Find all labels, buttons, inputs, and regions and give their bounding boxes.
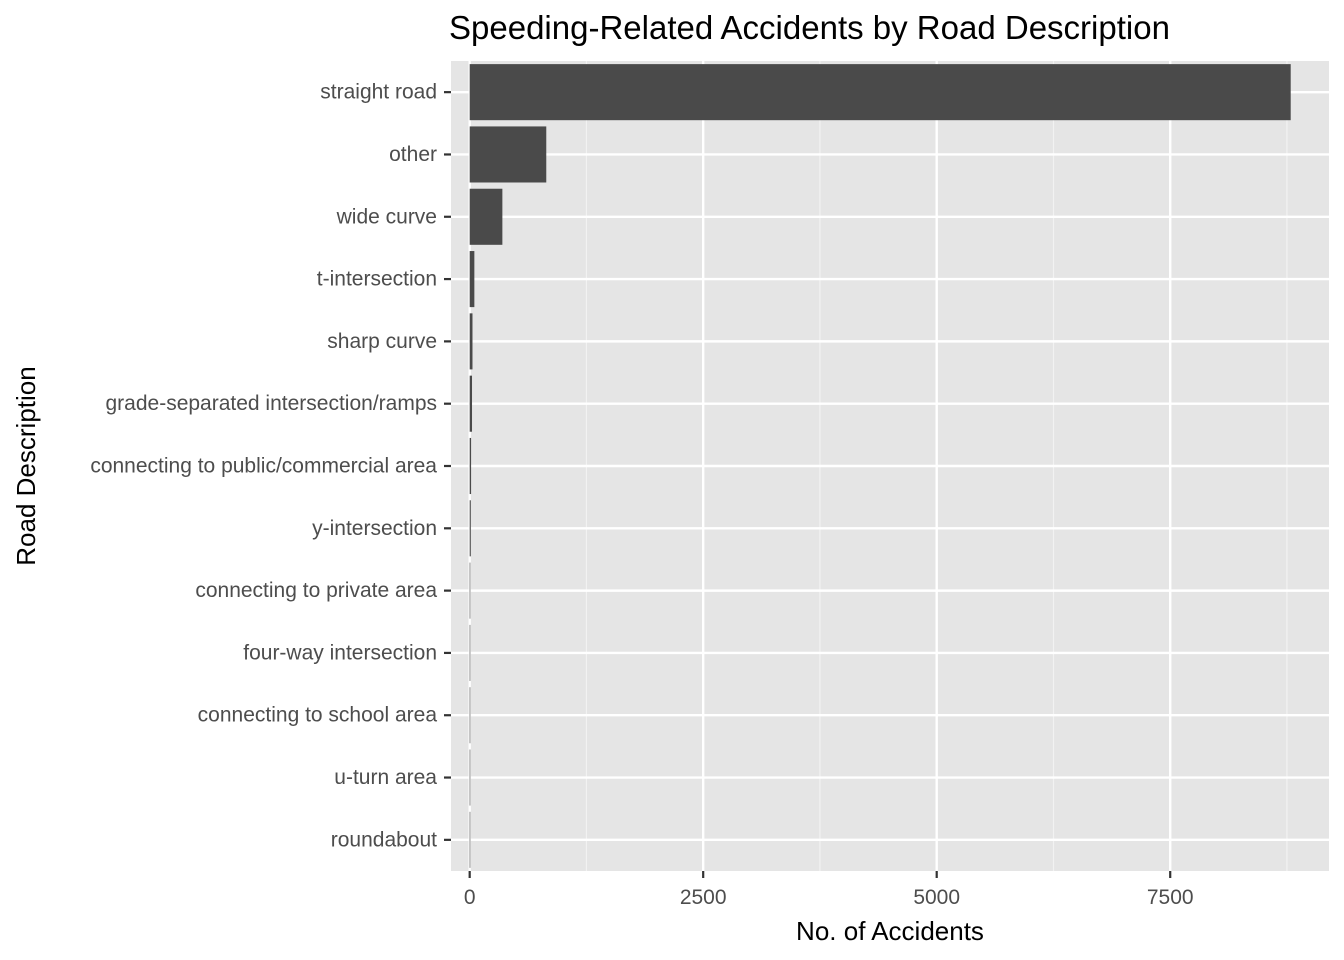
y-tick-label: roundabout xyxy=(331,828,437,851)
bar-straight-road xyxy=(469,64,1291,121)
chart-title: Speeding-Related Accidents by Road Descr… xyxy=(449,9,1170,46)
x-tick-label: 2500 xyxy=(680,886,727,909)
y-tick-label: connecting to private area xyxy=(195,579,437,602)
bar-sharp-curve xyxy=(469,313,473,370)
y-tick-label: connecting to school area xyxy=(198,704,438,727)
bar-connecting-to-school-area xyxy=(469,687,471,744)
y-axis-title: Road Description xyxy=(11,366,41,565)
bar-connecting-to-private-area xyxy=(469,562,471,619)
x-axis-title: No. of Accidents xyxy=(796,916,984,946)
y-tick-label: straight road xyxy=(320,81,437,104)
y-axis: straight road other wide curve t-intersecti… xyxy=(90,81,451,851)
bar-y-intersection xyxy=(469,500,471,557)
y-tick-label: wide curve xyxy=(336,205,437,228)
bar-roundabout xyxy=(469,811,471,868)
bar-wide-curve xyxy=(469,188,503,245)
x-tick-label: 7500 xyxy=(1147,886,1194,909)
bars xyxy=(469,64,1291,868)
bar-other xyxy=(469,126,547,183)
y-tick-label: other xyxy=(389,143,437,166)
y-tick-label: y-intersection xyxy=(312,517,437,540)
bar-four-way-intersection xyxy=(469,624,471,681)
y-tick-label: grade-separated intersection/ramps xyxy=(105,392,437,415)
bar-connecting-to-public-commercial-area xyxy=(469,437,472,495)
x-axis: 0 2500 5000 7500 xyxy=(464,871,1194,909)
bar-u-turn-area xyxy=(469,749,471,806)
bar-t-intersection xyxy=(469,251,475,308)
bar-grade-separated-intersection-ramps xyxy=(469,375,473,432)
x-tick-label: 5000 xyxy=(913,886,960,909)
y-tick-label: sharp curve xyxy=(327,330,437,353)
y-tick-label: t-intersection xyxy=(317,268,437,291)
y-tick-label: connecting to public/commercial area xyxy=(90,455,437,478)
y-tick-label: four-way intersection xyxy=(243,641,437,664)
x-tick-label: 0 xyxy=(464,886,476,909)
y-tick-label: u-turn area xyxy=(334,766,437,789)
